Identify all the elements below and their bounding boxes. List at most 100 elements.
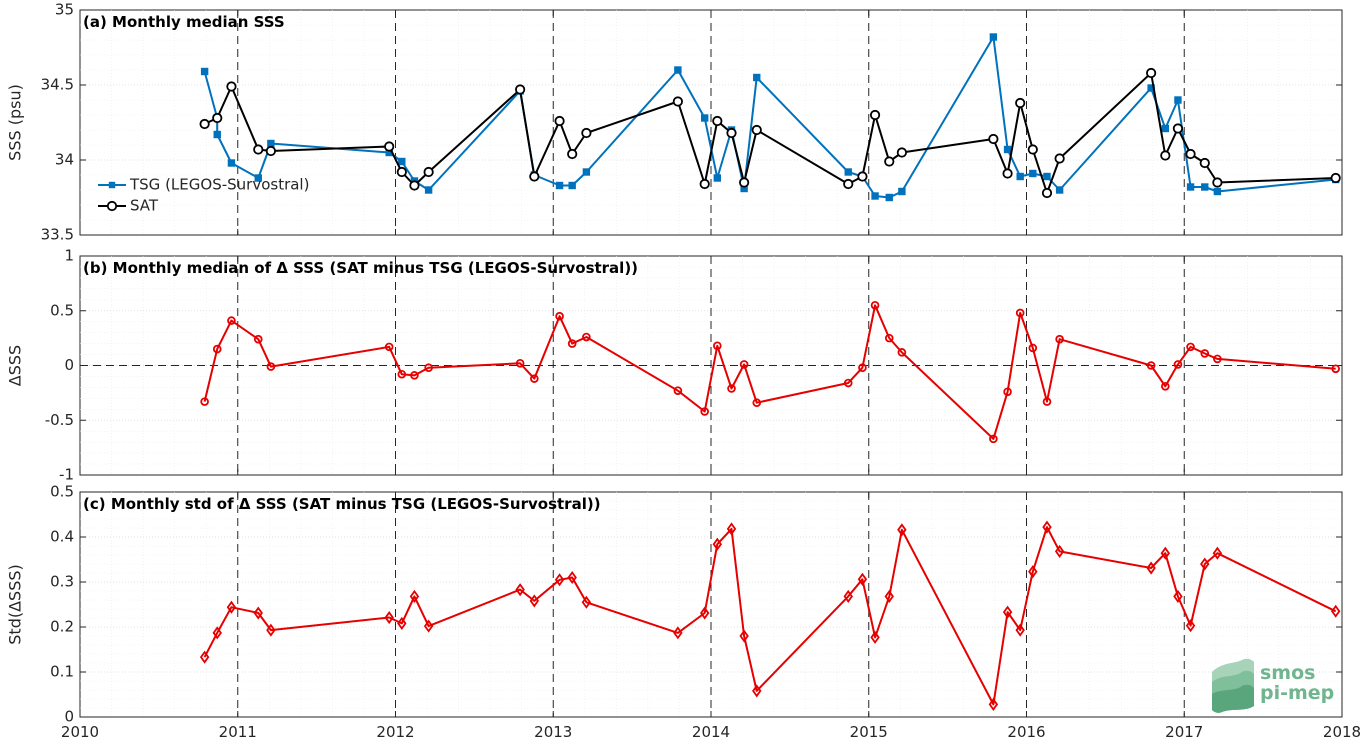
y-tick-label: 0.4	[50, 528, 74, 546]
data-point	[1003, 387, 1012, 397]
data-point	[567, 339, 577, 348]
data-point	[581, 595, 592, 609]
y-tick-label: 0	[64, 356, 74, 374]
data-point	[727, 384, 736, 393]
data-point	[857, 572, 868, 586]
data-point	[870, 300, 880, 310]
data-point	[1186, 183, 1195, 191]
panel-title: (c) Monthly std of Δ SSS (SAT minus TSG …	[83, 495, 601, 513]
data-point	[253, 334, 263, 344]
data-point	[1330, 604, 1341, 618]
smos-pi-mep-logo: smos pi-mep	[1212, 658, 1334, 713]
x-tick-label: 2015	[850, 723, 888, 741]
data-point	[1055, 186, 1064, 194]
data-point	[424, 186, 433, 194]
data-point	[253, 144, 264, 155]
data-point	[200, 397, 209, 406]
data-point	[1213, 354, 1222, 364]
data-point	[712, 115, 723, 127]
data-point	[673, 626, 683, 640]
data-point	[1160, 546, 1171, 560]
data-point	[843, 589, 853, 603]
data-point	[529, 171, 540, 182]
data-point	[1185, 619, 1196, 633]
x-tick-label: 2013	[534, 723, 572, 741]
data-point	[253, 606, 263, 620]
data-point	[1028, 343, 1038, 353]
data-point	[1015, 97, 1026, 109]
data-point	[1029, 169, 1037, 178]
panel-c: 0 0.1 0.2 0.3 0.4 0.5 2010 2011 2012 2013 2014 2015…	[6, 483, 1362, 742]
panel-a: 33.5 34 34.5 35 SSS (psu) (a) Monthly median …	[6, 1, 1343, 244]
y-tick-label: -0.5	[45, 411, 74, 429]
data-point	[988, 697, 999, 711]
data-point	[1055, 334, 1064, 344]
data-point	[752, 684, 762, 698]
logo-line1: smos	[1260, 662, 1315, 684]
data-point	[884, 156, 895, 167]
data-point	[199, 650, 210, 664]
data-point	[1015, 308, 1025, 318]
y-tick-label: 0.2	[50, 618, 74, 636]
data-point	[266, 362, 276, 371]
data-point	[858, 363, 867, 372]
data-point	[884, 589, 894, 603]
legend-label: SAT	[130, 197, 159, 215]
data-point	[1330, 172, 1341, 184]
data-point	[530, 374, 539, 383]
data-point	[844, 168, 852, 176]
data-point	[1185, 148, 1196, 160]
data-point	[212, 626, 222, 640]
data-point	[200, 67, 209, 76]
data-point	[554, 573, 565, 587]
data-point	[384, 141, 395, 152]
data-point	[1042, 520, 1052, 534]
data-point	[1161, 124, 1170, 133]
data-point	[423, 619, 434, 633]
series-line	[203, 304, 1336, 440]
data-point	[529, 594, 540, 608]
ticks	[79, 9, 1343, 236]
data-point	[398, 157, 406, 166]
series-sat	[199, 67, 1341, 199]
data-point	[857, 171, 868, 182]
y-tick-label: -1	[59, 466, 74, 484]
y-tick-label: 0.3	[50, 573, 74, 591]
data-point	[515, 583, 525, 597]
data-point	[1213, 187, 1222, 196]
data-point	[739, 360, 749, 369]
data-point	[515, 359, 525, 368]
data-point	[752, 398, 762, 408]
data-point	[897, 348, 907, 357]
x-tick-label: 2017	[1165, 723, 1203, 741]
data-point	[753, 73, 761, 82]
data-point	[213, 130, 221, 139]
data-point	[739, 177, 750, 188]
x-tick-label: 2010	[61, 723, 99, 741]
data-point	[199, 118, 210, 130]
legend-label: TSG (LEGOS-Survostral)	[129, 176, 309, 194]
data-point	[1015, 623, 1025, 637]
panel-title: (b) Monthly median of Δ SSS (SAT minus T…	[83, 259, 638, 277]
panel-title: (a) Monthly median SSS	[83, 13, 285, 31]
data-point	[212, 112, 223, 124]
data-point	[897, 523, 907, 537]
data-point	[1172, 123, 1184, 134]
data-point	[226, 81, 237, 92]
panel-b: -1 -0.5 0 0.5 1 ΔSSS (b) Monthly median of Δ S…	[6, 247, 1343, 484]
data-point	[1331, 364, 1340, 374]
series-delta-sss	[199, 520, 1341, 711]
data-point	[1003, 145, 1012, 154]
data-point	[672, 96, 683, 107]
data-point	[1212, 177, 1223, 188]
data-point	[265, 145, 276, 157]
data-point	[1042, 397, 1052, 406]
data-point	[582, 332, 591, 342]
x-tick-label: 2011	[219, 723, 257, 741]
y-tick-label: 1	[64, 247, 74, 265]
x-tick-label: 2014	[692, 723, 730, 741]
data-point	[674, 66, 682, 74]
x-tick-label: 2016	[1007, 723, 1045, 741]
data-point	[409, 589, 420, 603]
y-tick-label: 35	[55, 1, 74, 19]
